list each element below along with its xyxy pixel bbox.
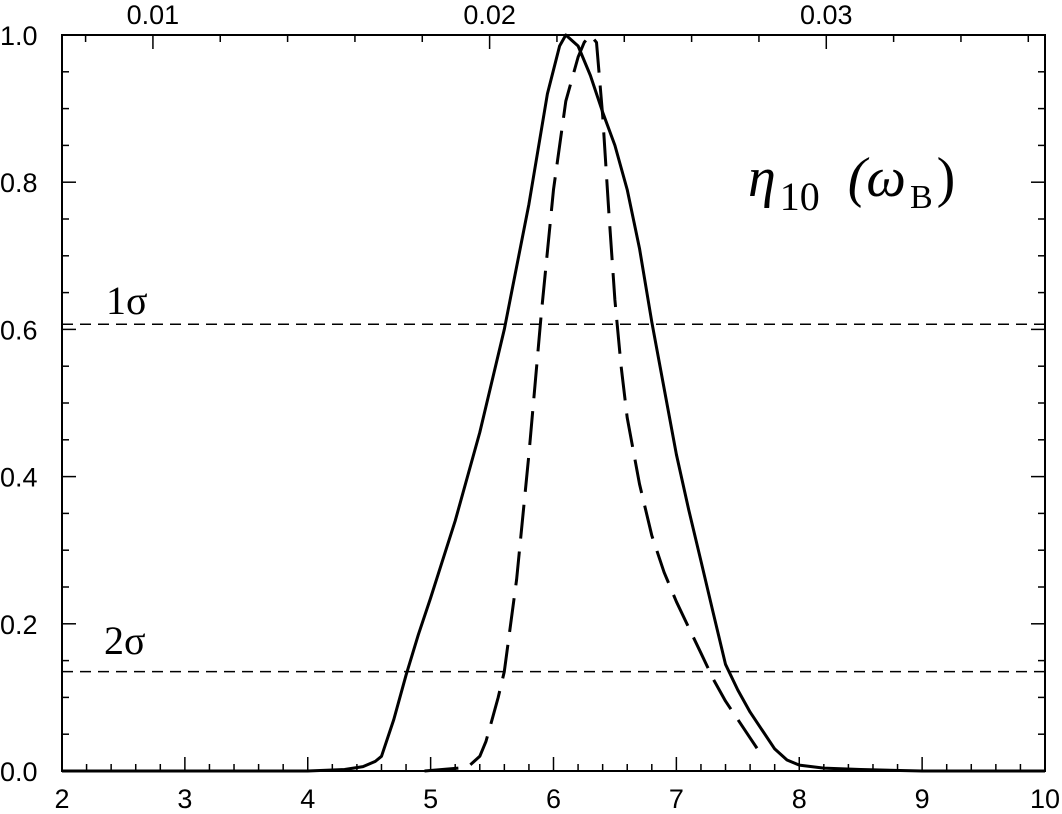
eta-symbol: η (748, 147, 776, 209)
y-tick-label: 0.8 (0, 168, 38, 198)
axes (61, 34, 1046, 772)
omega-open: (ω (848, 147, 906, 209)
x-tick-label: 9 (915, 784, 930, 814)
series-line-solid (62, 33, 1045, 773)
x-tick-label: 7 (669, 784, 684, 814)
y-tick-label: 0.6 (0, 315, 38, 345)
y-tick-label: 0.2 (0, 610, 38, 640)
plot-frame (61, 34, 1046, 772)
two-sigma-label: 2σ (104, 618, 146, 663)
x-tick-label: 8 (792, 784, 807, 814)
eta-omega-annotation: η 10 (ω B) (748, 147, 955, 219)
y-tick-label: 0.4 (0, 463, 38, 493)
x-tick-label: 4 (300, 784, 315, 814)
reference-lines (62, 323, 1045, 673)
y-tick-label: 1.0 (0, 21, 38, 51)
one-sigma-label: 1σ (106, 278, 148, 323)
x-tick-label: 2 (54, 784, 69, 814)
series-group (62, 33, 1045, 773)
y-tick-label: 0.0 (0, 757, 38, 787)
x-tick-label: 5 (423, 784, 438, 814)
top-tick-label: 0.01 (127, 0, 180, 30)
series-line-dashed (424, 33, 762, 773)
omega-subscript: B (910, 179, 933, 216)
top-tick-label: 0.02 (463, 0, 516, 30)
omega-close: ) (937, 147, 956, 209)
top-tick-label: 0.03 (800, 0, 853, 30)
x-tick-label: 3 (177, 784, 192, 814)
x-tick-label: 6 (546, 784, 561, 814)
x-tick-label: 10 (1030, 784, 1060, 814)
eta-subscript: 10 (780, 174, 820, 219)
ticks (61, 34, 1046, 772)
